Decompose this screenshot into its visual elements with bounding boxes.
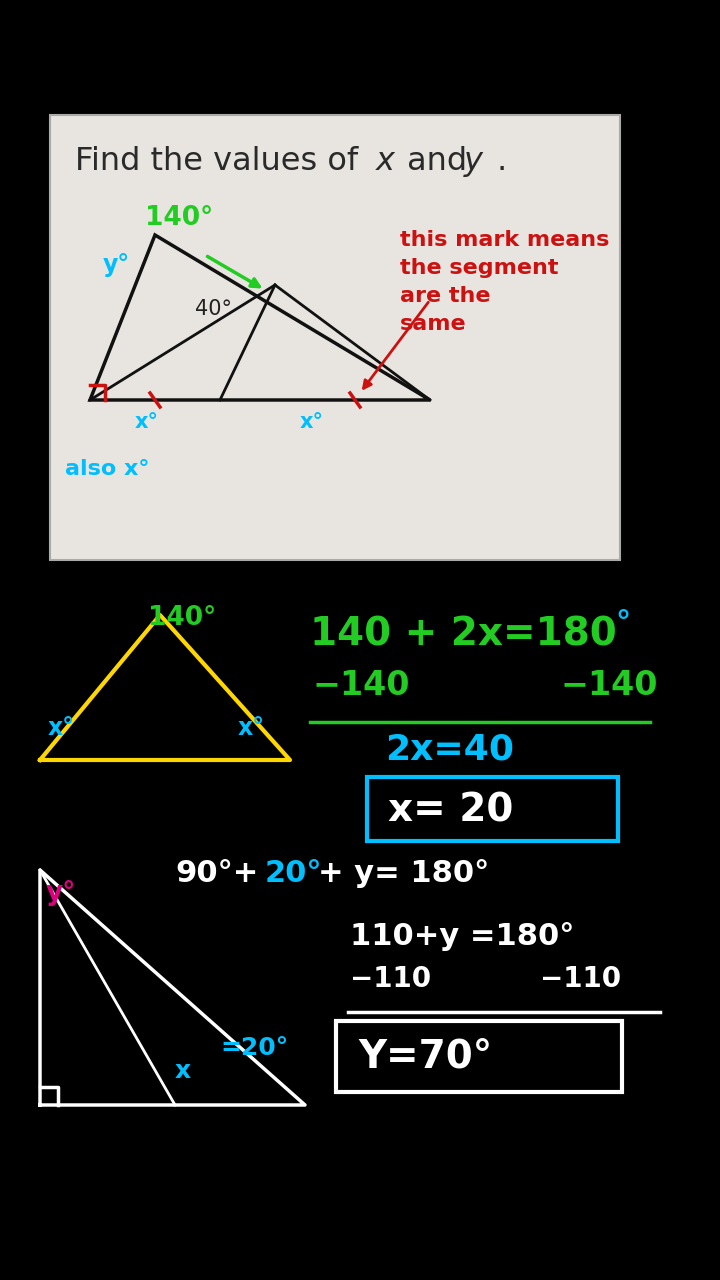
Text: x°: x° <box>48 716 75 740</box>
Text: =20°: =20° <box>220 1036 288 1060</box>
Text: x°: x° <box>135 412 159 431</box>
Text: y°: y° <box>46 881 76 906</box>
Text: x= 20: x= 20 <box>388 792 513 829</box>
Text: this mark means
the segment
are the
same: this mark means the segment are the same <box>400 230 609 334</box>
Text: x°: x° <box>300 412 324 431</box>
Text: 140 + 2x=180: 140 + 2x=180 <box>310 614 617 653</box>
Text: .: . <box>487 146 508 177</box>
Text: $y$: $y$ <box>463 148 485 179</box>
Text: °: ° <box>615 609 630 637</box>
Text: −140: −140 <box>560 669 657 701</box>
Text: y°: y° <box>103 253 130 276</box>
FancyBboxPatch shape <box>50 115 620 561</box>
Text: also x°: also x° <box>65 460 150 479</box>
Text: and: and <box>397 146 477 177</box>
Text: x: x <box>175 1059 191 1083</box>
FancyBboxPatch shape <box>367 777 618 841</box>
Text: 2x=40: 2x=40 <box>385 733 514 767</box>
Text: −140: −140 <box>313 669 410 701</box>
Text: Y=70°: Y=70° <box>358 1038 492 1076</box>
Text: 20°: 20° <box>265 859 323 888</box>
Text: Find the values of: Find the values of <box>75 146 368 177</box>
Text: −110: −110 <box>540 965 621 993</box>
Text: $x$: $x$ <box>375 146 397 177</box>
FancyBboxPatch shape <box>336 1021 622 1092</box>
Text: x°: x° <box>238 716 265 740</box>
Text: + y= 180°: + y= 180° <box>318 859 490 888</box>
Text: 90°+: 90°+ <box>175 859 258 888</box>
Text: 40°: 40° <box>195 300 232 319</box>
Text: 140°: 140° <box>148 605 216 631</box>
Text: −110: −110 <box>350 965 431 993</box>
Text: 110+y =180°: 110+y =180° <box>350 922 575 951</box>
Text: 140°: 140° <box>145 205 213 230</box>
